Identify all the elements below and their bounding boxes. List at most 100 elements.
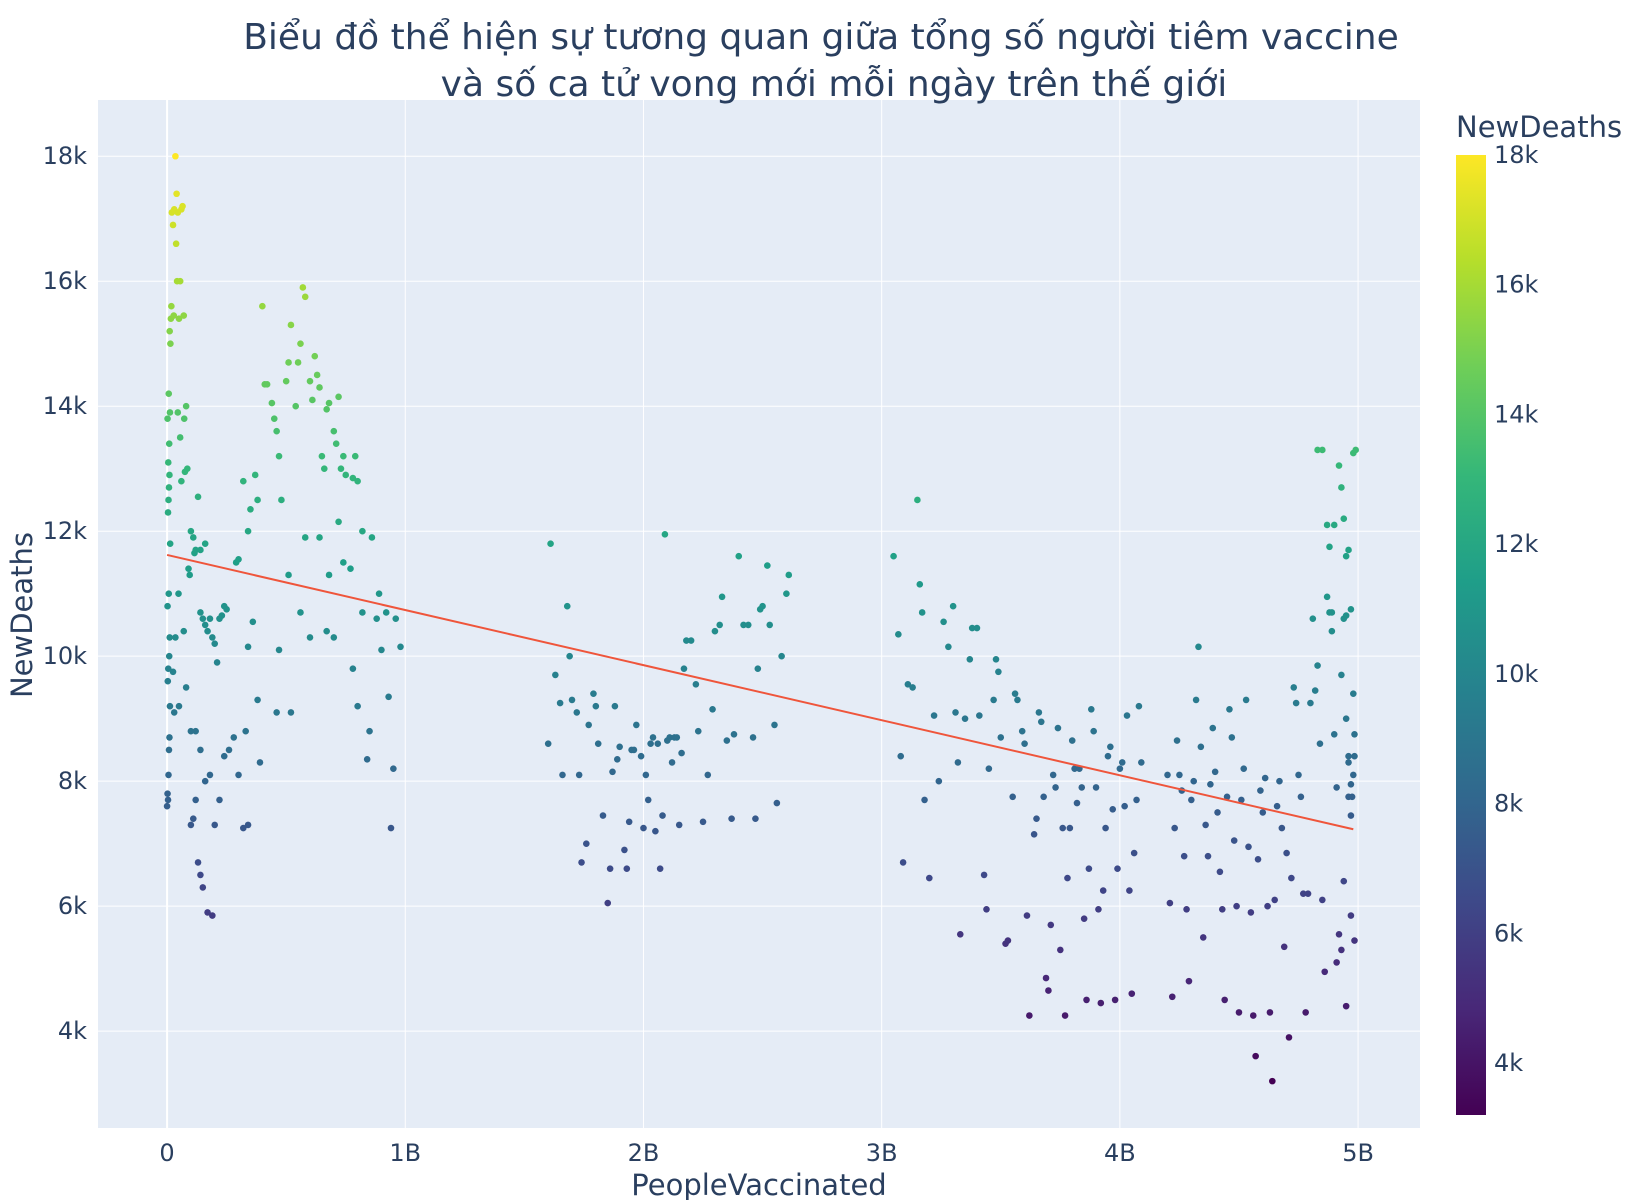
- data-point-200: [630, 746, 638, 754]
- y-tick-label-6: 16k: [43, 267, 88, 295]
- data-point-203: [640, 824, 647, 832]
- data-point-393: [1302, 1009, 1309, 1016]
- data-point-162: [363, 755, 371, 763]
- data-point-251: [897, 752, 905, 760]
- data-point-79: [201, 777, 209, 785]
- data-point-263: [945, 643, 952, 651]
- data-point-124: [313, 371, 321, 379]
- data-point-367: [1240, 765, 1248, 772]
- data-point-304: [1066, 824, 1074, 832]
- data-point-430: [1345, 546, 1352, 554]
- data-point-434: [1342, 1002, 1350, 1010]
- data-point-419: [1328, 609, 1336, 616]
- data-point-349: [1197, 743, 1205, 751]
- data-point-391: [1297, 793, 1305, 801]
- data-point-144: [256, 759, 264, 766]
- data-point-167: [382, 609, 390, 616]
- data-point-137: [351, 452, 359, 460]
- x-tick-label-2: 2B: [628, 1139, 660, 1167]
- data-point-156: [335, 518, 342, 526]
- data-point-226: [704, 771, 712, 779]
- data-point-13: [166, 540, 174, 547]
- data-point-97: [244, 821, 252, 829]
- data-point-227: [709, 706, 716, 713]
- data-point-115: [287, 321, 295, 329]
- data-point-439: [1351, 752, 1358, 760]
- data-point-33: [172, 240, 180, 248]
- data-point-197: [623, 865, 631, 872]
- data-point-14: [164, 509, 172, 516]
- data-point-269: [966, 656, 974, 663]
- data-point-334: [1138, 759, 1145, 766]
- data-point-110: [273, 427, 280, 435]
- data-point-149: [297, 609, 304, 616]
- y-tick-label-4: 12k: [43, 517, 88, 545]
- data-point-416: [1319, 446, 1326, 454]
- data-point-133: [337, 465, 345, 473]
- data-point-328: [1123, 712, 1131, 719]
- data-point-43: [176, 434, 184, 441]
- data-point-24: [166, 327, 173, 335]
- data-point-101: [244, 527, 252, 535]
- data-point-142: [249, 618, 257, 626]
- data-point-107: [263, 381, 271, 388]
- data-point-285: [1018, 727, 1026, 735]
- data-point-305: [1068, 737, 1076, 744]
- data-point-41: [182, 402, 190, 410]
- data-point-356: [1214, 809, 1221, 816]
- data-point-372: [1252, 1052, 1259, 1060]
- data-point-440: [1351, 937, 1358, 944]
- data-point-275: [985, 765, 993, 772]
- data-point-336: [1166, 899, 1174, 907]
- data-point-262: [940, 618, 947, 626]
- data-point-319: [1102, 824, 1109, 832]
- data-point-193: [611, 702, 619, 710]
- data-point-404: [1328, 627, 1336, 635]
- data-point-26: [168, 302, 175, 310]
- data-point-418: [1326, 543, 1333, 551]
- data-point-408: [1338, 671, 1345, 679]
- data-point-231: [723, 737, 731, 744]
- data-point-242: [764, 562, 771, 569]
- data-point-153: [323, 627, 330, 635]
- data-point-417: [1323, 521, 1331, 529]
- data-point-347: [1192, 696, 1200, 704]
- data-point-370: [1247, 909, 1255, 916]
- data-point-292: [1037, 718, 1045, 726]
- data-point-316: [1095, 905, 1102, 913]
- data-point-438: [1351, 730, 1358, 738]
- data-point-53: [180, 627, 188, 635]
- data-point-324: [1114, 865, 1121, 872]
- data-point-327: [1121, 802, 1128, 810]
- data-point-135: [342, 471, 350, 479]
- data-point-315: [1092, 784, 1100, 791]
- data-point-429: [1342, 715, 1350, 722]
- data-point-353: [1207, 780, 1214, 788]
- data-point-129: [325, 399, 333, 407]
- data-point-31: [173, 190, 180, 198]
- data-point-398: [1314, 662, 1321, 669]
- data-point-303: [1064, 874, 1071, 882]
- data-point-257: [918, 609, 926, 616]
- data-point-118: [297, 340, 304, 348]
- data-point-112: [278, 496, 285, 504]
- data-point-368: [1242, 696, 1250, 704]
- data-point-247: [783, 590, 790, 597]
- data-point-426: [1345, 752, 1352, 760]
- data-point-298: [1052, 784, 1059, 791]
- data-point-246: [778, 652, 785, 660]
- data-point-432: [1350, 690, 1357, 697]
- data-point-228: [711, 627, 719, 635]
- data-point-209: [654, 740, 662, 747]
- data-point-406: [1333, 784, 1340, 791]
- data-point-276: [990, 696, 997, 704]
- data-point-150: [301, 534, 309, 541]
- data-point-214: [666, 734, 673, 741]
- data-point-359: [1221, 996, 1228, 1004]
- data-point-114: [285, 359, 292, 366]
- data-point-271: [973, 624, 981, 632]
- data-point-183: [578, 859, 585, 866]
- data-point-50: [169, 668, 177, 676]
